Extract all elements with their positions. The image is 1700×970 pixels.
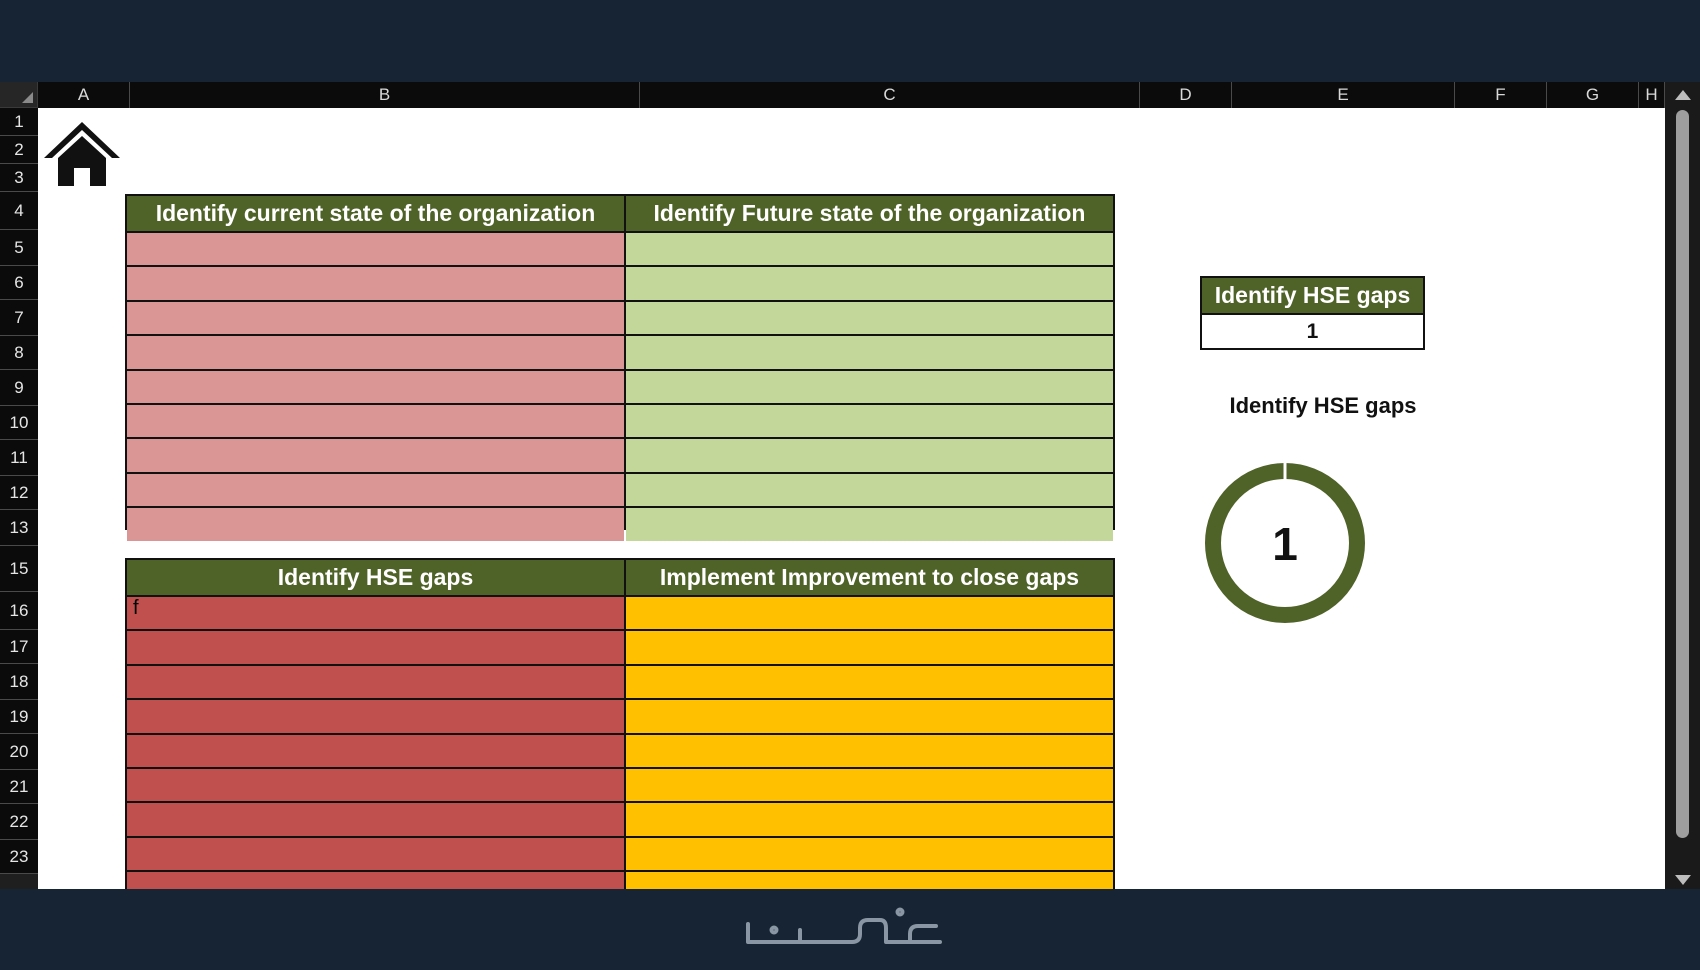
scrollbar-thumb[interactable] (1676, 110, 1689, 838)
row-header-9[interactable]: 9 (0, 370, 38, 406)
current-future-state-table: Identify current state of the organizati… (125, 194, 1115, 541)
gaps-right-cell[interactable] (626, 629, 1113, 664)
gaps-left-cell[interactable] (127, 767, 624, 801)
state-left-cell[interactable] (127, 265, 624, 300)
gaps-right-cell[interactable] (626, 836, 1113, 870)
state-left-cell[interactable] (127, 334, 624, 369)
state-right-cell[interactable] (626, 300, 1113, 334)
row-header-4[interactable]: 4 (0, 192, 38, 230)
column-header-d[interactable]: D (1140, 82, 1232, 108)
gaps-improvement-table: Identify HSE gaps Implement Improvement … (125, 558, 1115, 889)
gaps-right-cell[interactable] (626, 664, 1113, 698)
state-left-cell[interactable] (127, 437, 624, 472)
row-header-11[interactable]: 11 (0, 440, 38, 476)
select-all-corner[interactable] (0, 82, 38, 108)
row-header-1[interactable]: 1 (0, 108, 38, 136)
column-header-g[interactable]: G (1547, 82, 1639, 108)
row-header-12[interactable]: 12 (0, 476, 38, 510)
row-header-20[interactable]: 20 (0, 734, 38, 770)
implement-improvement-header: Implement Improvement to close gaps (626, 560, 1113, 595)
row-header-3[interactable]: 3 (0, 164, 38, 192)
row-header-22[interactable]: 22 (0, 804, 38, 840)
row-header-19[interactable]: 19 (0, 700, 38, 734)
scroll-down-arrow-icon[interactable] (1675, 875, 1691, 885)
gaps-right-cell[interactable] (626, 698, 1113, 733)
home-icon[interactable] (42, 118, 122, 190)
donut-center-value: 1 (1272, 518, 1298, 570)
hse-gaps-donut-chart[interactable]: 1 (1200, 458, 1370, 628)
gaps-left-cell[interactable] (127, 801, 624, 836)
column-header-b[interactable]: B (130, 82, 640, 108)
row-header-15[interactable]: 15 (0, 546, 38, 592)
state-right-cell[interactable] (626, 334, 1113, 369)
cell-grid[interactable]: Identify current state of the organizati… (38, 108, 1665, 889)
row-header-5[interactable]: 5 (0, 230, 38, 266)
gaps-left-cell[interactable] (127, 629, 624, 664)
column-header-a[interactable]: A (38, 82, 130, 108)
row-header-23[interactable]: 23 (0, 840, 38, 874)
gaps-right-cell[interactable] (626, 801, 1113, 836)
vertical-scrollbar[interactable] (1665, 82, 1700, 889)
column-header-h[interactable]: H (1639, 82, 1665, 108)
gaps-right-cell[interactable] (626, 870, 1113, 889)
gaps-left-cell[interactable]: f (127, 595, 624, 629)
donut-chart-title: Identify HSE gaps (1229, 393, 1417, 418)
kpi-value[interactable]: 1 (1202, 315, 1423, 348)
state-left-cell[interactable] (127, 369, 624, 403)
row-header-2[interactable]: 2 (0, 136, 38, 164)
state-left-cell[interactable] (127, 231, 624, 265)
future-state-header: Identify Future state of the organizatio… (626, 196, 1113, 231)
state-right-cell[interactable] (626, 265, 1113, 300)
gaps-left-cell[interactable] (127, 664, 624, 698)
state-right-cell[interactable] (626, 472, 1113, 506)
state-right-cell[interactable] (626, 437, 1113, 472)
state-right-cell[interactable] (626, 369, 1113, 403)
row-header-21[interactable]: 21 (0, 770, 38, 804)
row-header-8[interactable]: 8 (0, 336, 38, 370)
gaps-right-cell[interactable] (626, 733, 1113, 767)
current-state-header: Identify current state of the organizati… (127, 196, 624, 231)
state-left-cell[interactable] (127, 403, 624, 437)
hse-gaps-kpi-box: Identify HSE gaps 1 (1200, 276, 1425, 350)
row-header-16[interactable]: 16 (0, 592, 38, 630)
gaps-left-cell[interactable] (127, 698, 624, 733)
row-header-18[interactable]: 18 (0, 664, 38, 700)
state-left-cell[interactable] (127, 506, 624, 541)
scroll-up-arrow-icon[interactable] (1675, 90, 1691, 100)
row-header-7[interactable]: 7 (0, 300, 38, 336)
state-right-cell[interactable] (626, 403, 1113, 437)
column-header-f[interactable]: F (1455, 82, 1547, 108)
gaps-right-cell[interactable] (626, 767, 1113, 801)
row-header-6[interactable]: 6 (0, 266, 38, 300)
hse-gaps-header: Identify HSE gaps (127, 560, 624, 595)
row-header-10[interactable]: 10 (0, 406, 38, 440)
column-header-e[interactable]: E (1232, 82, 1455, 108)
gaps-right-cell[interactable] (626, 595, 1113, 629)
state-left-cell[interactable] (127, 300, 624, 334)
khamsat-logo (746, 907, 942, 944)
column-header-c[interactable]: C (640, 82, 1140, 108)
gaps-left-cell[interactable] (127, 733, 624, 767)
row-header-17[interactable]: 17 (0, 630, 38, 664)
gaps-left-cell[interactable] (127, 870, 624, 889)
state-right-cell[interactable] (626, 231, 1113, 265)
state-left-cell[interactable] (127, 472, 624, 506)
row-header-13[interactable]: 13 (0, 510, 38, 546)
state-right-cell[interactable] (626, 506, 1113, 541)
kpi-header: Identify HSE gaps (1202, 278, 1423, 315)
gaps-left-cell[interactable] (127, 836, 624, 870)
